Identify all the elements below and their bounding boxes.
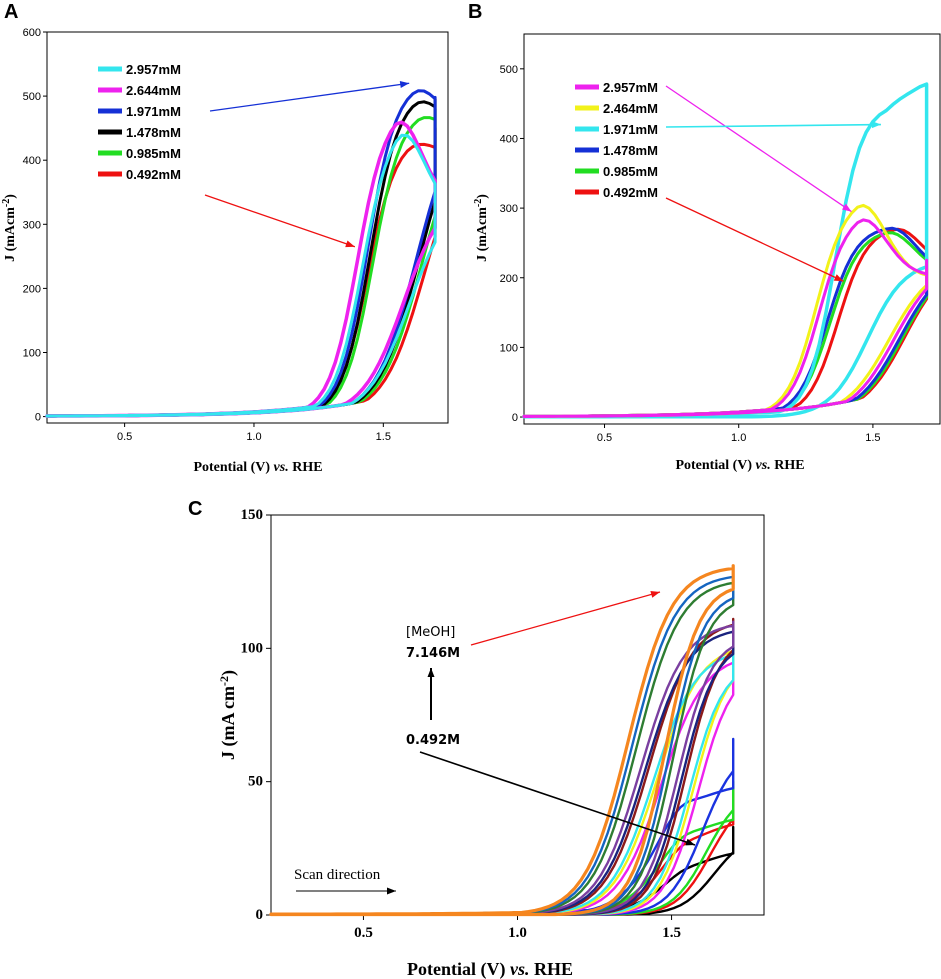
panel-a-ylabel: J (mAcm-2) [1, 194, 18, 262]
legend-label-2.464mM: 2.464mM [603, 101, 658, 116]
panel-c-high-conc-label: 7.146M [406, 646, 460, 661]
panel-b-curve-1.478mM [522, 226, 929, 418]
panel-a-ytick-label: 400 [23, 155, 41, 167]
panel-c-chart: 0.5 1.0 1.5 0 50 100 150 [MeOH] 7.146M 0.492M Sca… [217, 507, 765, 979]
panel-c-xtick-label: 1.0 [508, 925, 527, 941]
panel-b-arrow-1971-head [871, 121, 881, 129]
panel-c-ylabel: J (mA cm-2) [217, 670, 239, 760]
panel-c-arrow-high [470, 591, 661, 646]
panel-c-ytick-label: 50 [248, 774, 263, 790]
panel-c-ytick-label: 100 [241, 640, 264, 656]
panel-c-xtick-label: 1.5 [662, 925, 681, 941]
panel-b-letter: B [468, 1, 482, 23]
panel-a-ytick-label: 0 [35, 412, 41, 424]
panel-c-curve-7.146M [269, 564, 735, 917]
panel-c-letter: C [188, 498, 202, 520]
panel-b-ylabel: J (mAcm-2) [473, 194, 490, 262]
panel-c-meoh-label: [MeOH] [406, 625, 455, 640]
panel-c-curve-c2 [269, 785, 735, 916]
panel-c-arrow-high-head [650, 591, 660, 598]
panel-a-curve-2.957mM [45, 133, 437, 418]
panel-c-arrow-low [419, 751, 696, 846]
panel-a-xtick-label: 1.5 [376, 431, 391, 443]
panel-a-xtick-label: 1.0 [246, 431, 261, 443]
panel-b-ytick-label: 200 [500, 273, 518, 285]
panel-a-arrow-1971 [209, 82, 410, 112]
panel-c-arrow-scan-head [387, 887, 396, 895]
panel-a-arrow-0492 [204, 194, 356, 248]
panel-b-xlabel: Potential (V) vs. RHE [675, 458, 804, 473]
legend-label-2.957mM: 2.957mM [603, 80, 658, 95]
panel-c-xlabel: Potential (V) vs. RHE [407, 959, 573, 979]
panel-b-arrow-1971 [665, 123, 881, 128]
panel-c-arrow-increase-head [427, 668, 435, 677]
panel-b-ytick-label: 0 [512, 412, 518, 424]
legend-label-2.957mM: 2.957mM [126, 62, 181, 77]
panel-a-chart: 0.5 1.0 1.5 0 100 200 300 400 500 600 2.957mM 2.64… [1, 27, 449, 475]
legend-label-0.985mM: 0.985mM [126, 146, 181, 161]
panel-b-chart: 0.5 1.0 1.5 0 100 200 300 400 500 2.957mM 2.464mM… [473, 33, 941, 473]
panel-b-arrow-0492-head [833, 274, 844, 282]
panel-c-low-conc-label: 0.492M [406, 733, 460, 748]
panel-b-curve-2.957mM [522, 218, 929, 418]
panel-b-xtick-label: 1.5 [865, 432, 880, 444]
panel-a-arrow-1971-head [399, 81, 410, 88]
panel-b-xtick-label: 0.5 [597, 432, 612, 444]
panel-c-arrow-low-head [685, 838, 695, 846]
panel-b-ytick-label: 100 [500, 342, 518, 354]
panel-c-ytick-label: 150 [241, 507, 264, 523]
legend-label-1.478mM: 1.478mM [126, 125, 181, 140]
panel-b-ytick-label: 300 [500, 203, 518, 215]
panel-b-ytick-label: 500 [500, 64, 518, 76]
panel-b-arrow-0492 [665, 197, 844, 282]
panel-a-curve-2.644mM [45, 120, 437, 418]
panel-a-arrow-0492-head [345, 240, 355, 248]
panel-a-xlabel: Potential (V) vs. RHE [193, 460, 322, 475]
panel-b-xtick-label: 1.0 [731, 432, 746, 444]
panel-a-ytick-label: 300 [23, 219, 41, 231]
panel-a-ytick-label: 200 [23, 283, 41, 295]
panel-c-frame [270, 514, 765, 916]
panel-a-xtick-label: 0.5 [117, 431, 132, 443]
legend-label-1.478mM: 1.478mM [603, 143, 658, 158]
legend-label-0.985mM: 0.985mM [603, 164, 658, 179]
legend-label-1.971mM: 1.971mM [126, 104, 181, 119]
panel-c-ytick-label: 0 [256, 907, 264, 923]
panel-a-ytick-label: 100 [23, 347, 41, 359]
legend-label-0.492mM: 0.492mM [126, 167, 181, 182]
legend-label-0.492mM: 0.492mM [603, 185, 658, 200]
panel-a-frame [46, 31, 449, 424]
legend-label-2.644mM: 2.644mM [126, 83, 181, 98]
panel-b-ytick-label: 400 [500, 133, 518, 145]
panel-a-letter: A [4, 1, 18, 23]
panel-b-frame [523, 33, 941, 425]
panel-c-xtick-label: 0.5 [354, 925, 373, 941]
panel-a-ytick-label: 500 [23, 91, 41, 103]
panel-c-scan-direction-label: Scan direction [294, 867, 381, 883]
panel-b-arrow-2957-head [842, 203, 852, 212]
legend-label-1.971mM: 1.971mM [603, 122, 658, 137]
panel-b-arrow-2957 [665, 85, 852, 213]
panel-a-ytick-label: 600 [23, 27, 41, 39]
